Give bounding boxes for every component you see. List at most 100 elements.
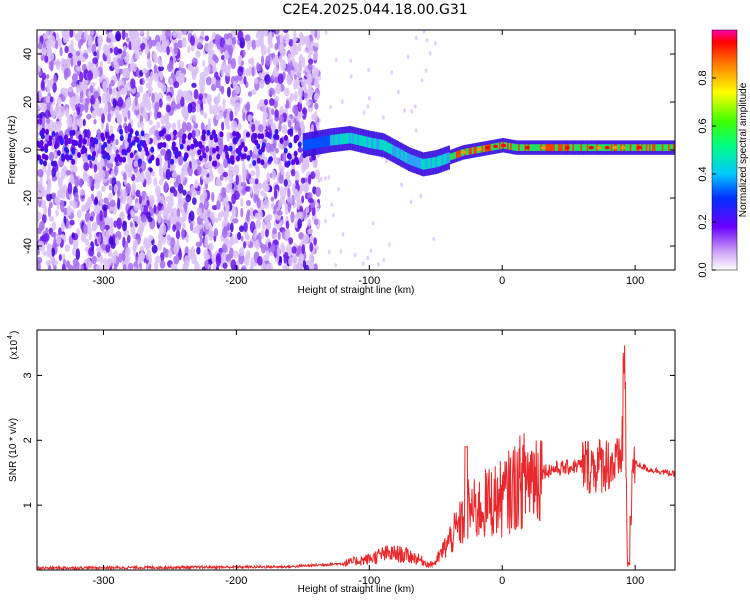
- spectrogram-cell: [387, 242, 391, 247]
- spectrogram-cell: [70, 39, 74, 52]
- spectrogram-cell: [49, 35, 56, 44]
- spectrogram-cell: [133, 204, 140, 211]
- spectrogram-ridge-core: [546, 144, 549, 151]
- spectrogram-cell: [262, 111, 269, 121]
- spectrogram-cell: [183, 105, 187, 112]
- spectrogram-cell: [294, 107, 299, 117]
- spectrogram-ridge-core: [516, 144, 519, 151]
- spectrogram-ridge-core: [382, 139, 385, 151]
- spectrogram-ridge-core: [358, 134, 361, 146]
- spectrogram-cell: [39, 139, 44, 146]
- spectrogram-cell: [161, 128, 166, 135]
- spectrogram-cell: [192, 57, 198, 66]
- spectrogram-cell: [241, 187, 246, 195]
- spectrogram-cell: [37, 131, 40, 138]
- spectrogram-cell: [223, 158, 229, 169]
- spectrogram-cell: [118, 48, 123, 54]
- spectrogram-cell: [47, 125, 52, 132]
- spectrogram-cell: [101, 144, 106, 151]
- spectrogram-cell: [220, 64, 225, 77]
- spectrogram-cell: [276, 210, 283, 216]
- spectrogram-ridge-core: [470, 147, 473, 155]
- spectrogram-ridge-core: [380, 139, 383, 151]
- spectrogram-ridge-core: [519, 144, 522, 151]
- spectrogram-cell: [361, 261, 365, 266]
- spectrogram-cell: [159, 195, 165, 205]
- spectrogram-ridge-core: [329, 135, 332, 146]
- spectrogram-cell: [268, 241, 272, 249]
- spectrogram-cell: [71, 73, 78, 83]
- spectrogram-cell: [84, 168, 88, 178]
- spectrogram-cell: [244, 230, 249, 240]
- spectrogram-cell: [212, 66, 217, 73]
- spectrogram-cell: [194, 261, 200, 270]
- spectrogram-cell: [327, 249, 331, 255]
- spectrogram-cell: [64, 244, 71, 252]
- spectrogram-cell: [225, 153, 230, 160]
- spectrogram-cell: [279, 137, 284, 144]
- spectrogram-cell: [45, 227, 49, 234]
- spectrogram-cell: [403, 108, 407, 113]
- spectrogram-ridge-core: [435, 156, 438, 168]
- spectrogram-cell: [260, 261, 267, 270]
- spectrogram-cell: [187, 45, 191, 54]
- spectrogram-cell: [138, 85, 144, 94]
- spectrogram-cell: [232, 130, 237, 137]
- spectrogram-cell: [37, 140, 41, 147]
- spectrogram-ridge-core: [387, 142, 390, 154]
- spectrogram-cell: [115, 111, 120, 119]
- spectrogram-cell: [87, 154, 92, 161]
- spectrogram-cell: [268, 185, 273, 193]
- spectrogram-cell: [72, 258, 79, 267]
- spectrogram-cell: [51, 192, 57, 199]
- spectrogram-ridge-core: [444, 153, 447, 165]
- spectrogram-ridge-core: [360, 135, 363, 146]
- spectrogram-ridge-core: [366, 136, 369, 148]
- spectrogram-cell: [150, 154, 155, 161]
- spectrogram-cell: [42, 250, 48, 257]
- spectrogram-cell: [46, 117, 51, 125]
- spectrogram-cell: [324, 176, 327, 181]
- spectrogram-cell: [243, 241, 247, 249]
- spectrogram-ridge-core: [483, 145, 486, 153]
- spectrogram-ridge-core: [518, 144, 521, 151]
- spectrogram-cell: [99, 210, 103, 222]
- spectrogram-cell: [128, 30, 133, 38]
- spectrogram-ridge-core: [532, 144, 535, 151]
- spectrogram-cell: [277, 231, 281, 241]
- spectrogram-cell: [249, 264, 254, 270]
- spectrogram-cell: [132, 63, 137, 72]
- spectrogram-cell: [196, 165, 202, 176]
- spectrogram-cell: [210, 83, 217, 92]
- spectrogram-cell: [170, 100, 177, 111]
- spectrogram-cell: [52, 109, 56, 118]
- spectrogram-cell: [242, 153, 247, 160]
- spectrogram-cell: [285, 32, 290, 45]
- spectrogram-cell: [126, 37, 130, 43]
- spectrogram-cell: [105, 49, 111, 58]
- spectrogram-cell: [264, 98, 269, 106]
- spectrogram-cell: [164, 180, 168, 192]
- spectrogram-ridge-core: [393, 145, 396, 157]
- spectrogram-cell: [64, 140, 69, 147]
- spectrogram-cell: [202, 186, 206, 197]
- spectrogram-cell: [79, 177, 83, 188]
- spectrogram-cell: [243, 146, 248, 153]
- snr-y-scale-label: (x10: [9, 340, 20, 360]
- spectrogram-ridge-core: [349, 132, 352, 144]
- spectrogram-cell: [224, 238, 229, 246]
- spectrogram-cell: [224, 201, 230, 211]
- spectrogram-cell: [145, 211, 151, 220]
- spectrogram-cell: [314, 169, 320, 180]
- spectrogram-cell: [215, 255, 222, 267]
- spectrogram-cell: [308, 253, 314, 262]
- spectrogram-cell: [235, 131, 240, 138]
- spectrogram-ridge-core: [551, 144, 554, 151]
- spectrogram-ridge-core: [355, 134, 358, 145]
- spectrogram-cell: [56, 234, 62, 245]
- spectrogram-ridge-core: [433, 157, 436, 168]
- spectrogram-cell: [82, 79, 88, 85]
- spectrogram-cell: [221, 187, 227, 196]
- spectrogram-cell: [274, 43, 279, 51]
- spectrogram-cell: [156, 121, 161, 129]
